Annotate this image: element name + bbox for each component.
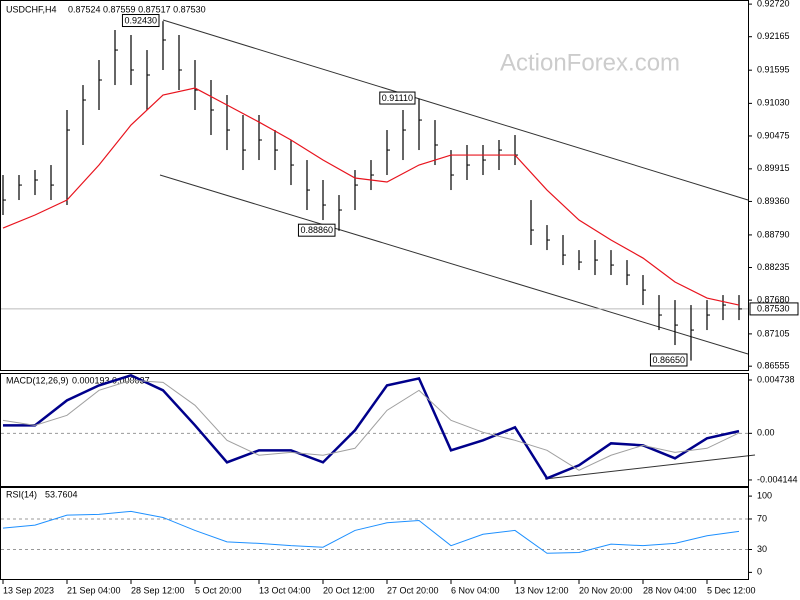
y-tick-label: 0.87680 (757, 294, 790, 304)
y-tick-label: 0.90475 (757, 130, 790, 140)
annotation-label: 0.91110 (382, 93, 413, 103)
annotation-label: 0.92430 (124, 16, 157, 26)
annotation-box (379, 91, 416, 105)
annotation-label: 0.88860 (300, 225, 333, 235)
annotation-label: 0.86650 (652, 355, 685, 365)
indicator-line (3, 374, 740, 480)
annotation-box (297, 223, 336, 237)
y-tick-label: 30 (757, 544, 767, 554)
x-tick-label: 5 Oct 20:00 (195, 585, 242, 595)
moving-average (2, 87, 740, 306)
price-title: USDCHF,H4 (6, 4, 57, 14)
x-tick-label: 20 Oct 12:00 (323, 585, 375, 595)
macd-panel (0, 373, 749, 487)
y-tick-label: 0.87105 (757, 328, 790, 338)
rsi-title: RSI(14) (6, 489, 37, 499)
last-price-box (749, 302, 799, 316)
channel-lower (159, 174, 749, 355)
last-price-label: 0.87530 (757, 303, 790, 313)
rsi-panel (0, 487, 749, 580)
indicator-line (2, 510, 740, 554)
y-tick-label: 100 (757, 490, 772, 500)
macd-trendline (544, 454, 756, 480)
x-tick-label: 27 Oct 20:00 (387, 585, 439, 595)
watermark: ActionForex.com (500, 49, 680, 76)
x-tick-label: 13 Sep 2023 (3, 585, 54, 595)
y-tick-label: 0.91030 (757, 98, 790, 108)
x-tick-label: 28 Nov 04:00 (643, 585, 697, 595)
macd-title: MACD(12,26,9) (6, 375, 69, 385)
y-tick-label: 0.004738 (757, 374, 795, 384)
y-tick-label: 0.92720 (757, 0, 790, 8)
y-tick-label: 0.88790 (757, 229, 790, 239)
y-tick-label: 0.89360 (757, 196, 790, 206)
channel-upper (162, 19, 749, 201)
y-tick-label: 0 (757, 567, 762, 577)
y-tick-label: -0.004144 (757, 474, 798, 484)
x-tick-label: 13 Nov 12:00 (515, 585, 569, 595)
x-tick-label: 21 Sep 04:00 (67, 585, 121, 595)
y-tick-label: 0.89915 (757, 163, 790, 173)
annotation-box (121, 14, 160, 28)
y-tick-label: 0.00 (757, 428, 775, 438)
macd-readout: 0.000193 0.000037 (72, 375, 150, 385)
y-tick-label: 0.88235 (757, 262, 790, 272)
annotation-box (649, 353, 688, 367)
price-readout: 0.87524 0.87559 0.87517 0.87530 (68, 4, 206, 14)
x-tick-label: 5 Dec 12:00 (707, 585, 756, 595)
rsi-readout: 53.7604 (45, 489, 78, 499)
y-tick-label: 70 (757, 513, 767, 523)
y-tick-label: 0.92165 (757, 31, 790, 41)
x-tick-label: 20 Nov 20:00 (579, 585, 633, 595)
x-tick-label: 6 Nov 04:00 (451, 585, 500, 595)
price-panel (0, 0, 749, 371)
y-tick-label: 0.86555 (757, 361, 790, 371)
y-tick-label: 0.91595 (757, 65, 790, 75)
x-tick-label: 28 Sep 12:00 (131, 585, 185, 595)
indicator-line (2, 379, 740, 471)
x-tick-label: 13 Oct 04:00 (259, 585, 311, 595)
